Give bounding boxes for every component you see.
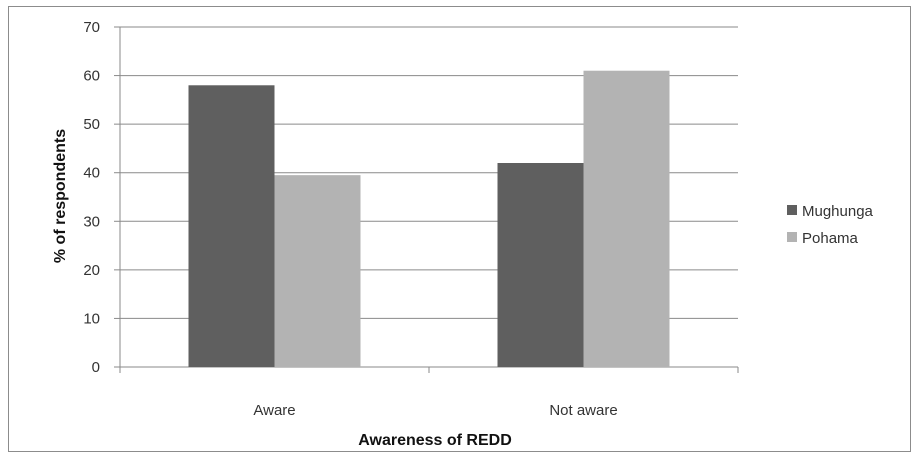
legend-swatch-mughunga [787, 205, 797, 215]
bar-pohama-aware [274, 175, 361, 367]
y-tick-label: 70 [83, 19, 100, 36]
y-tick-label: 0 [92, 359, 100, 376]
y-tick-label: 60 [83, 68, 100, 85]
legend-label-mughunga: Mughunga [802, 203, 874, 220]
y-tick-labels: 0 10 20 30 40 50 60 70 [83, 19, 100, 376]
x-axis-title: Awareness of REDD [358, 432, 512, 449]
bar-pohama-not-aware [583, 70, 670, 367]
x-tick-label: Aware [253, 402, 295, 419]
bar-mughunga-aware [188, 85, 275, 368]
legend-swatch-pohama [787, 232, 797, 242]
y-tick-label: 30 [83, 213, 100, 230]
legend: Mughunga Pohama [787, 203, 874, 247]
x-tick-labels: Aware Not aware [253, 402, 617, 419]
y-tick-label: 50 [83, 116, 100, 133]
bars [188, 70, 670, 368]
y-tick-label: 40 [83, 165, 100, 182]
y-axis-title: % of respondents [52, 129, 69, 263]
legend-label-pohama: Pohama [802, 230, 859, 247]
x-tick-label: Not aware [549, 402, 617, 419]
bar-mughunga-not-aware [497, 163, 584, 367]
y-tick-label: 10 [83, 310, 100, 327]
y-tick-label: 20 [83, 262, 100, 279]
chart-frame [8, 6, 911, 452]
